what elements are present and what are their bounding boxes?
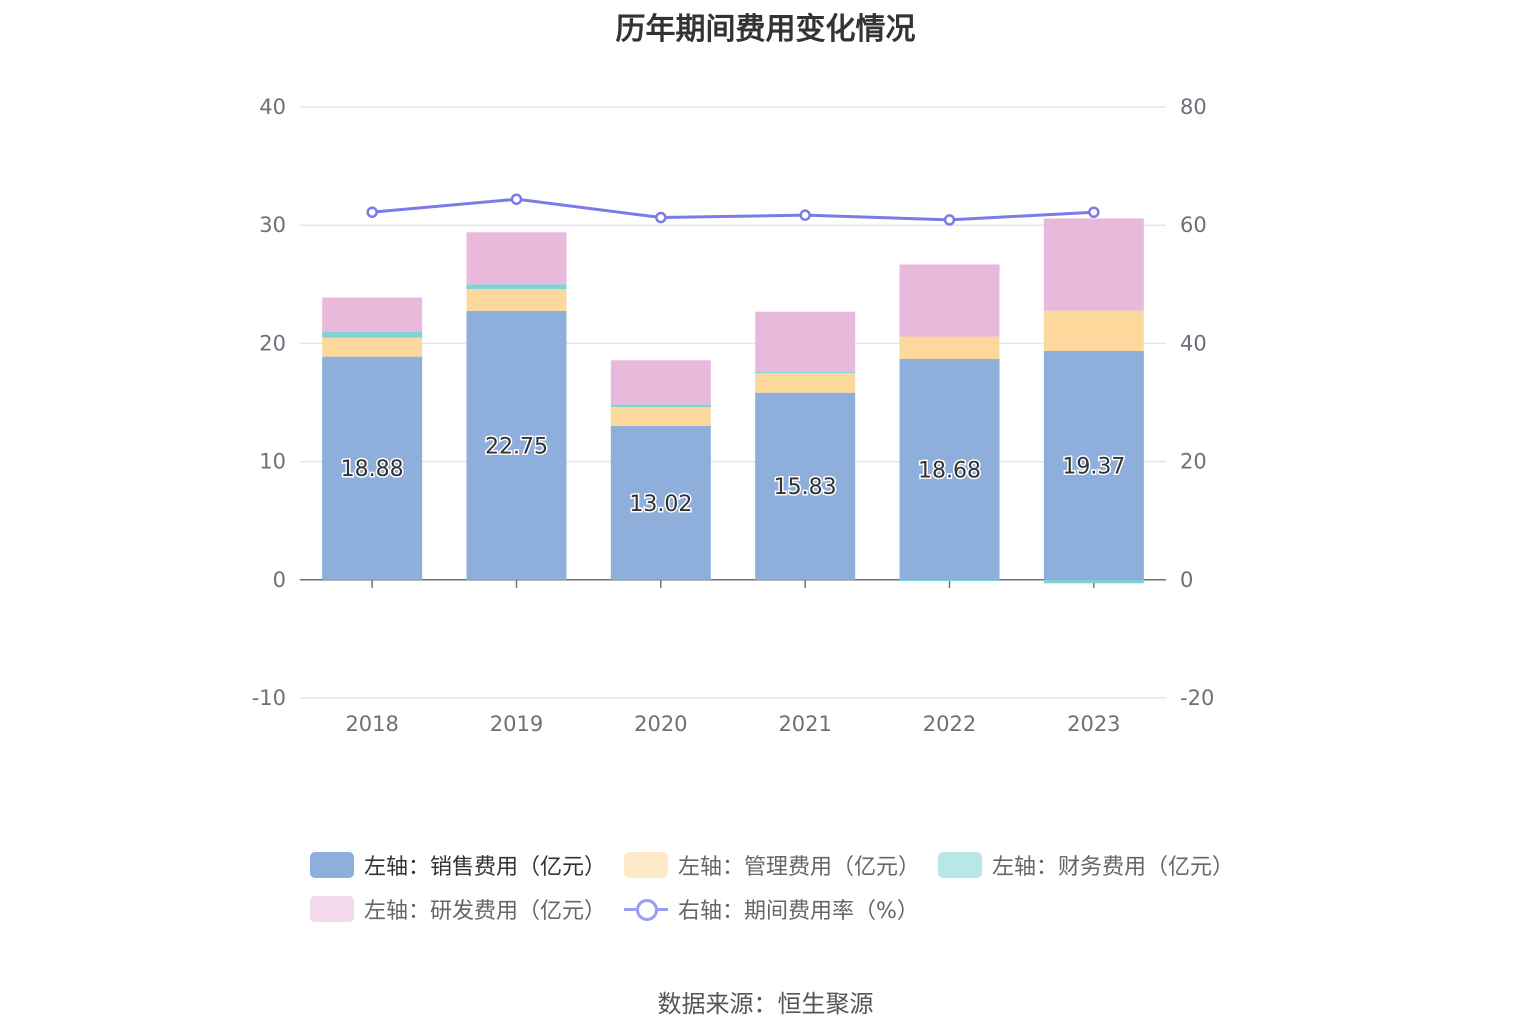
x-tick-label: 2020 bbox=[634, 712, 687, 736]
bar-segment bbox=[755, 372, 856, 374]
y-left-tick-label: 40 bbox=[259, 95, 286, 119]
gridlines bbox=[300, 106, 1166, 699]
rate-point bbox=[943, 214, 956, 226]
bar-segment bbox=[466, 310, 567, 580]
bar-segment bbox=[610, 360, 711, 405]
chart-title: 历年期间费用变化情况 bbox=[615, 12, 916, 47]
y-left-tick-label: 10 bbox=[259, 450, 286, 474]
x-tick-label: 2018 bbox=[345, 712, 398, 736]
legend-item[interactable]: 左轴：研发费用（亿元） bbox=[310, 894, 606, 924]
y-left-tick-label: 20 bbox=[259, 331, 286, 355]
x-tick-label: 2021 bbox=[778, 712, 831, 736]
bar-segment bbox=[466, 284, 567, 290]
bar-segment bbox=[322, 356, 423, 580]
legend-line-marker-icon bbox=[624, 896, 669, 922]
bar-segment bbox=[466, 289, 567, 311]
legend-item[interactable]: 右轴：期间费用率（%） bbox=[624, 894, 919, 924]
bar-value-label: 22.75 bbox=[485, 434, 548, 459]
legend-item[interactable]: 左轴：管理费用（亿元） bbox=[624, 850, 920, 880]
source-note: 数据来源：恒生聚源 bbox=[657, 990, 874, 1018]
y-left-tick-label: -10 bbox=[252, 686, 286, 710]
legend-swatch-icon bbox=[310, 852, 354, 878]
y-left-tick-label: 0 bbox=[273, 568, 286, 592]
bar-value-label: 13.02 bbox=[629, 492, 692, 517]
bar-segment bbox=[610, 425, 711, 580]
legend: 左轴：销售费用（亿元） 左轴：管理费用（亿元） 左轴：财务费用（亿元） 左轴：研发费用… bbox=[310, 850, 1270, 938]
bar-segment bbox=[755, 392, 856, 580]
rate-point bbox=[510, 193, 523, 205]
legend-label: 左轴：销售费用（亿元） bbox=[364, 855, 607, 880]
bar-value-label: 19.37 bbox=[1062, 454, 1125, 479]
bar-segment bbox=[1043, 579, 1144, 584]
legend-label: 左轴：研发费用（亿元） bbox=[364, 899, 607, 924]
rate-point bbox=[655, 211, 667, 224]
legend-item[interactable]: 左轴：销售费用（亿元） bbox=[310, 850, 606, 880]
legend-swatch-icon bbox=[624, 852, 669, 878]
y-right-tick-label: 80 bbox=[1180, 95, 1207, 119]
rate-line bbox=[366, 193, 1100, 226]
bar-labels: 18.88 22.75 13.02 15.83 18.68 19.37 bbox=[339, 433, 1127, 519]
legend-label: 右轴：期间费用率（%） bbox=[678, 899, 919, 924]
x-tick-label: 2023 bbox=[1067, 712, 1120, 736]
y-right-tick-label: 20 bbox=[1180, 450, 1207, 474]
bar-segment bbox=[322, 331, 423, 338]
legend-swatch-icon bbox=[938, 852, 983, 878]
bar-segment bbox=[755, 373, 856, 393]
bar-segment bbox=[322, 337, 423, 357]
rate-point bbox=[799, 209, 811, 221]
rate-point bbox=[366, 206, 378, 218]
bar-value-label: 18.68 bbox=[918, 458, 981, 483]
bar-segment bbox=[466, 232, 567, 285]
legend-label: 左轴：管理费用（亿元） bbox=[678, 855, 921, 880]
bar-value-label: 15.83 bbox=[774, 475, 837, 500]
bar-segment bbox=[322, 297, 423, 332]
bar-segment bbox=[899, 336, 1000, 360]
legend-swatch-icon bbox=[310, 896, 354, 922]
y-left-tick-label: 30 bbox=[259, 213, 286, 237]
y-right-tick-label: 0 bbox=[1180, 568, 1193, 592]
bar-value-label: 18.88 bbox=[341, 457, 404, 482]
x-tick-label: 2022 bbox=[923, 712, 976, 736]
bar-segment bbox=[899, 264, 1000, 337]
y-right-tick-label: 40 bbox=[1180, 331, 1207, 355]
rate-point bbox=[1088, 206, 1100, 218]
bar-segment bbox=[610, 404, 711, 407]
bar-segment bbox=[1043, 310, 1144, 351]
bar-segment bbox=[1043, 350, 1144, 580]
bar-segment bbox=[899, 579, 1000, 581]
bar-segment bbox=[899, 359, 1000, 580]
bar-segment bbox=[1043, 218, 1144, 311]
y-right-tick-label: -20 bbox=[1180, 686, 1214, 710]
y-right-tick-label: 60 bbox=[1180, 213, 1207, 237]
axes: 40 30 20 10 0 -10 80 60 40 20 0 -20 2018 2019 2020 2021… bbox=[252, 95, 1215, 736]
legend-item[interactable]: 左轴：财务费用（亿元） bbox=[938, 850, 1234, 880]
rate-series-line bbox=[372, 197, 1094, 222]
x-tick-label: 2019 bbox=[490, 712, 543, 736]
bar-segment bbox=[755, 311, 856, 373]
bars bbox=[322, 218, 1144, 584]
bar-segment bbox=[610, 406, 711, 426]
legend-label: 左轴：财务费用（亿元） bbox=[992, 855, 1235, 880]
